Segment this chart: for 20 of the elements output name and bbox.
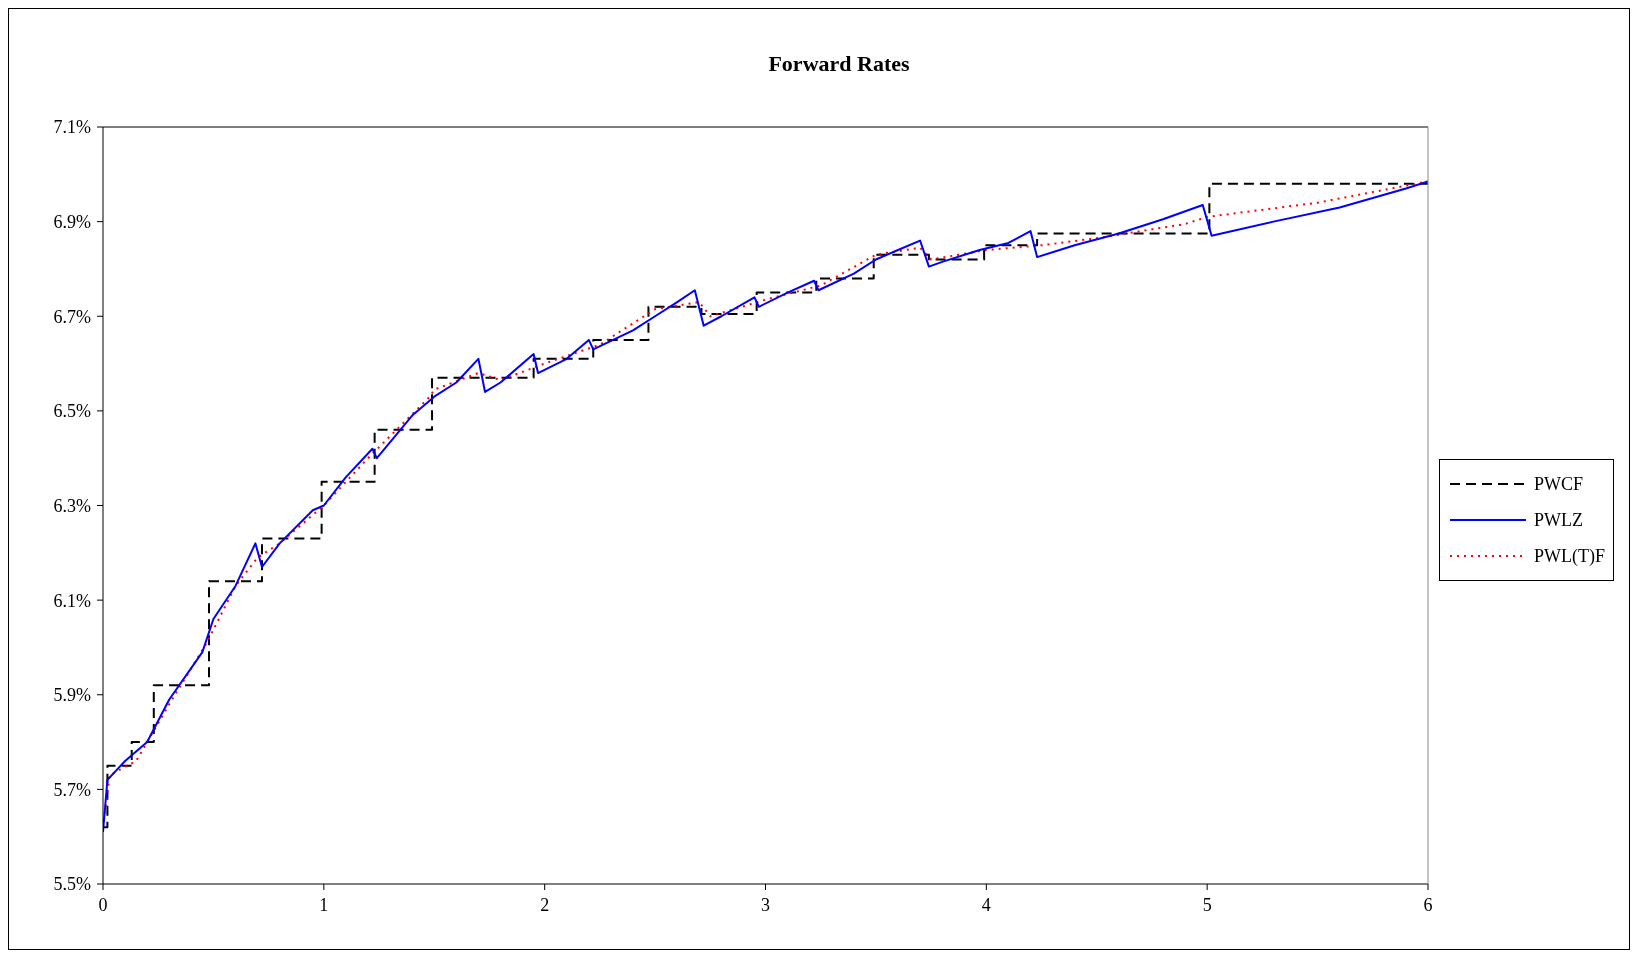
y-tick-label: 5.9% (53, 685, 91, 706)
x-tick-label: 1 (319, 894, 329, 915)
chart-title: Forward Rates (767, 51, 911, 77)
y-tick-label: 5.7% (53, 779, 91, 800)
x-tick-label: 0 (98, 894, 108, 915)
x-tick-label: 6 (1423, 894, 1433, 915)
legend-label: PWCF (1534, 473, 1584, 495)
y-tick-label: 6.5% (53, 401, 91, 422)
x-tick-label: 2 (540, 894, 550, 915)
y-tick-label: 6.7% (53, 306, 91, 327)
y-tick-label: 6.9% (53, 212, 91, 233)
y-tick-label: 7.1% (53, 117, 91, 138)
legend-label: PWLZ (1534, 509, 1583, 531)
x-tick-label: 5 (1202, 894, 1212, 915)
y-tick-label: 6.1% (53, 590, 91, 611)
x-tick-label: 3 (761, 894, 770, 915)
legend-label: PWL(T)F (1534, 545, 1605, 567)
y-tick-label: 5.5% (53, 874, 91, 895)
y-tick-label: 6.3% (53, 495, 91, 516)
x-tick-label: 4 (981, 894, 991, 915)
